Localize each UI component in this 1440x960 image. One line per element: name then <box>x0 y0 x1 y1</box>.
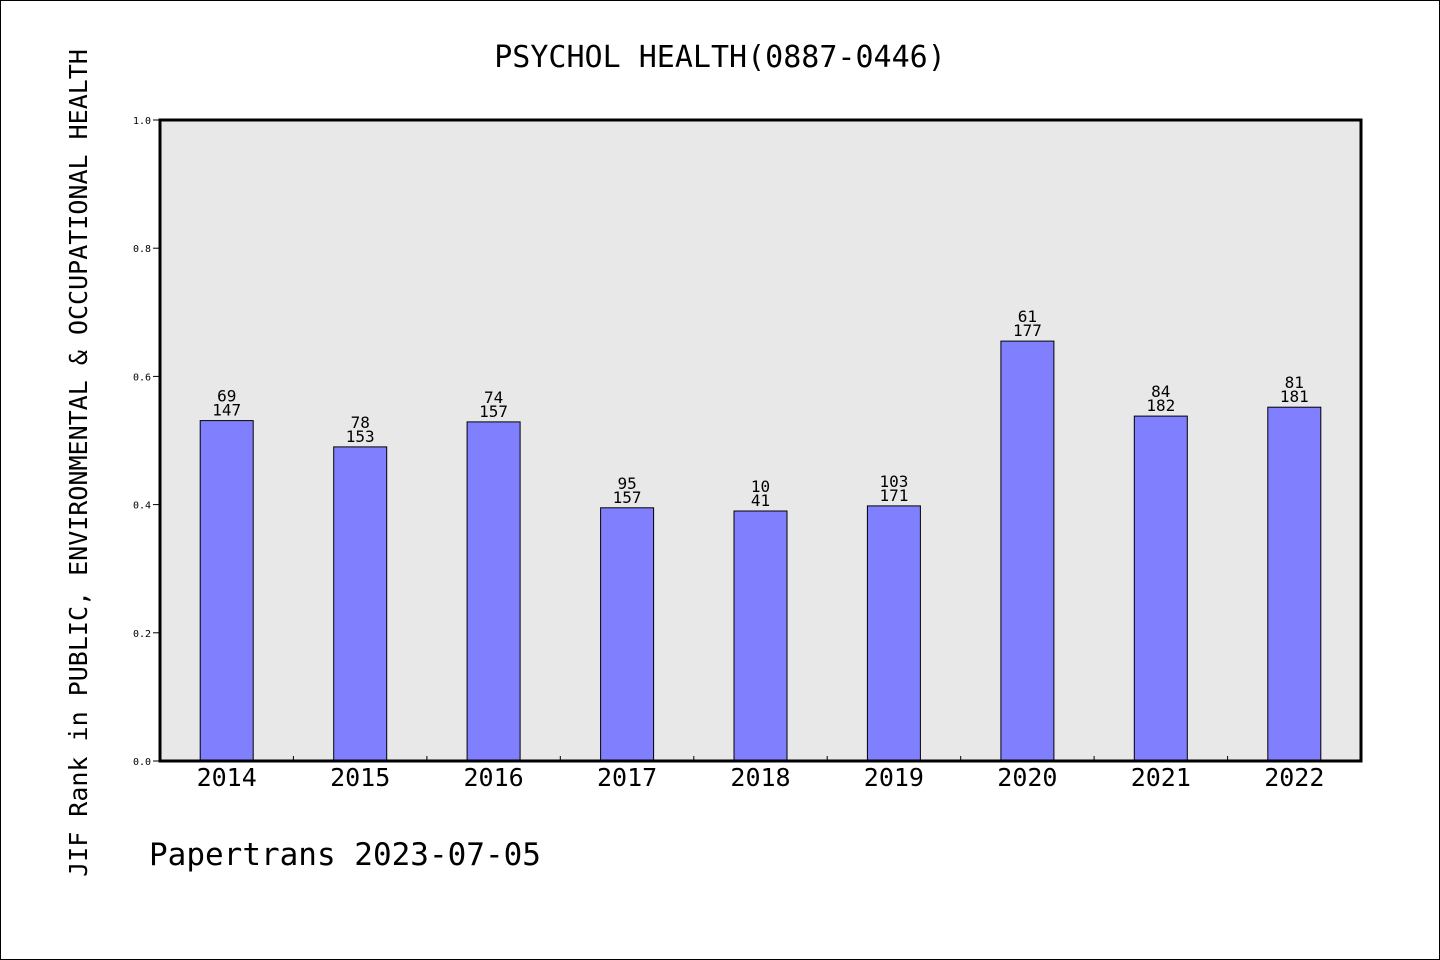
bar-rank-label-2018: 10 <box>751 477 770 496</box>
x-tick-label-2014: 2014 <box>197 763 257 792</box>
bar-total-label-2015: 153 <box>346 427 375 446</box>
bar-2018 <box>733 510 788 762</box>
data-labels-layer: 6914778153741579515710411031716117784182… <box>212 307 1309 510</box>
bar-rank-label-2014: 69 <box>217 387 236 406</box>
bar-total-label-2022: 181 <box>1280 387 1309 406</box>
bar-2022 <box>1267 406 1322 762</box>
bar-2019 <box>866 505 921 762</box>
bars-layer <box>199 340 1322 762</box>
x-tick-label-2017: 2017 <box>597 763 657 792</box>
bar-2014 <box>199 420 254 762</box>
y-tick-label: 0.6 <box>133 372 151 383</box>
y-tick-label: 0.2 <box>133 629 151 640</box>
bar-total-label-2021: 182 <box>1146 396 1175 415</box>
y-axis: 0.0 0.2 0.4 0.6 0.8 1.0 <box>133 116 160 768</box>
x-tick-label-2021: 2021 <box>1131 763 1191 792</box>
x-tick-label-2022: 2022 <box>1264 763 1324 792</box>
bar-rank-label-2021: 84 <box>1151 382 1170 401</box>
x-tick-label-2015: 2015 <box>330 763 390 792</box>
plot-border <box>158 118 1363 763</box>
bar-2017 <box>600 507 655 762</box>
bar-rank-label-2015: 78 <box>351 413 370 432</box>
y-tick-label: 0.4 <box>133 501 151 512</box>
x-tick-label-2016: 2016 <box>463 763 523 792</box>
bar-2020 <box>1000 340 1055 762</box>
bar-total-label-2020: 177 <box>1013 321 1042 340</box>
bar-rank-label-2017: 95 <box>617 474 636 493</box>
bar-rank-label-2022: 81 <box>1285 373 1304 392</box>
bar-2021 <box>1133 415 1188 762</box>
bar-total-label-2018: 41 <box>751 491 770 510</box>
bar-total-label-2019: 171 <box>879 486 908 505</box>
bar-total-label-2014: 147 <box>212 401 241 420</box>
bar-total-label-2016: 157 <box>479 402 508 421</box>
y-tick-label: 0.0 <box>133 757 151 768</box>
bar-rank-label-2016: 74 <box>484 388 503 407</box>
bar-total-label-2017: 157 <box>613 488 642 507</box>
x-tick-label-2019: 2019 <box>864 763 924 792</box>
bar-2016 <box>466 421 521 762</box>
x-tick-label-2020: 2020 <box>997 763 1057 792</box>
footer-date-text: Papertrans 2023-07-05 <box>149 837 541 873</box>
chart-title: PSYCHOL HEALTH(0887-0446) <box>494 40 946 75</box>
bar-rank-label-2019: 103 <box>879 472 908 491</box>
x-tick-label-2018: 2018 <box>730 763 790 792</box>
y-axis-title: JIF Rank in PUBLIC, ENVIRONMENTAL & OCCU… <box>64 49 93 877</box>
y-tick-label: 0.8 <box>133 244 151 255</box>
bar-2015 <box>333 446 388 762</box>
x-axis: 2014 2015 2016 2017 2018 2019 2020 2021 2022 <box>197 756 1324 792</box>
y-tick-label: 1.0 <box>133 116 151 127</box>
bar-rank-label-2020: 61 <box>1018 307 1037 326</box>
